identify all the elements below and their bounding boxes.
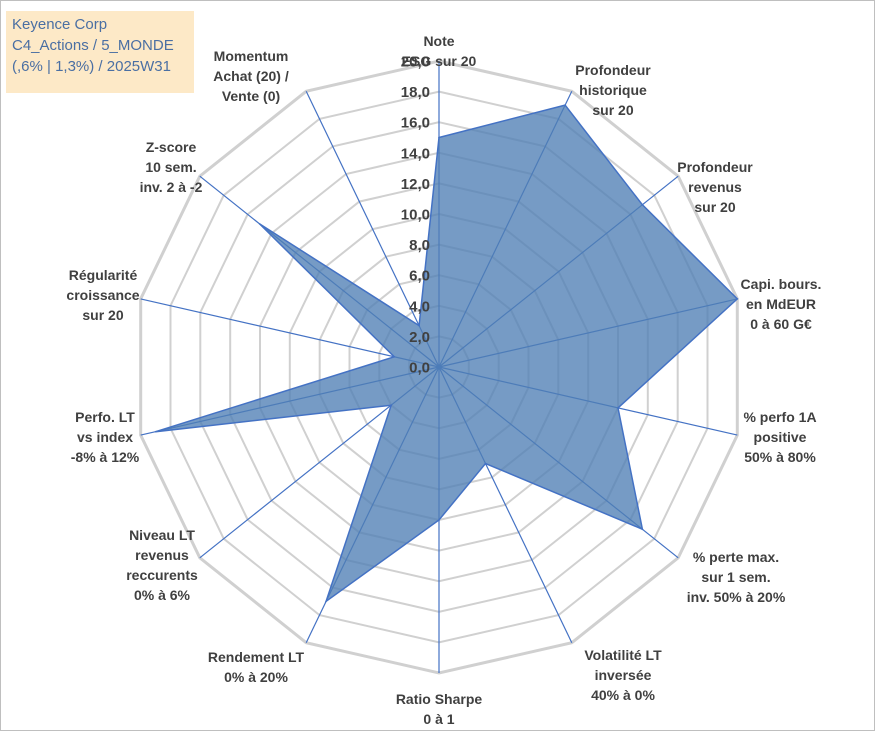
tick-label-4: 8,0 [409, 237, 430, 254]
data-point-6 [484, 462, 487, 465]
axis-label-line: % perte max. [693, 549, 779, 565]
data-point-11 [393, 356, 396, 358]
axis-label-line: Rendement LT [208, 649, 305, 665]
data-point-0 [438, 136, 440, 139]
axis-label-line: sur 1 sem. [701, 569, 770, 585]
axis-spoke-11 [140, 298, 440, 368]
axis-label-line: 0 à 60 G€ [750, 316, 812, 332]
axis-label-line: croissance [66, 287, 139, 303]
axis-label-line: sur 20 [82, 307, 123, 323]
axis-label-line: Profondeur [575, 62, 651, 78]
data-point-5 [641, 528, 644, 530]
tick-label-10: 20,0 [401, 54, 430, 71]
data-point-13 [418, 324, 420, 327]
axis-label-line: inv. 50% à 20% [687, 589, 786, 605]
axis-label-9: Niveau LT revenus reccurents 0% à 6% [126, 527, 198, 603]
axis-label-12: Z-score 10 sem. inv. 2 à -2 [140, 139, 203, 195]
axis-label-10: Perfo. LT vs index -8% à 12% [71, 409, 140, 465]
axis-label-line: 0 à 1 [423, 711, 454, 727]
axis-label-line: revenus [135, 547, 189, 563]
axis-label-0: Note ESG sur 20 [402, 33, 477, 69]
axis-label-line: vs index [77, 429, 133, 445]
axis-label-line: Achat (20) / [213, 68, 289, 84]
axis-label-4: % perfo 1A positive 50% à 80% [743, 409, 816, 465]
axis-label-line: en MdEUR [746, 296, 816, 312]
axis-label-line: Ratio Sharpe [396, 691, 483, 707]
axis-label-line: Z-score [146, 139, 197, 155]
axis-label-line: -8% à 12% [71, 449, 140, 465]
axis-label-line: sur 20 [694, 199, 735, 215]
data-point-3 [736, 298, 739, 300]
data-point-12 [258, 223, 261, 225]
axis-label-line: reccurents [126, 567, 198, 583]
tick-label-2: 4,0 [409, 298, 430, 315]
axis-label-line: % perfo 1A [743, 409, 816, 425]
axis-label-5: % perte max. sur 1 sem. inv. 50% à 20% [687, 549, 786, 605]
tick-label-0: 0,0 [409, 360, 430, 377]
tick-label-9: 18,0 [401, 84, 430, 101]
axis-label-line: 0% à 20% [224, 669, 288, 685]
period-info: (,6% | 1,3%) / 2025W31 [12, 58, 171, 75]
axis-label-line: Profondeur [677, 159, 753, 175]
tick-label-1: 2,0 [409, 329, 430, 346]
chart-header: Keyence Corp C4_Actions / 5_MONDE (,6% |… [6, 11, 194, 93]
company-name: Keyence Corp [12, 16, 108, 33]
axis-label-line: Niveau LT [129, 527, 195, 543]
radar-series [154, 104, 739, 604]
axis-label-6: Volatilité LT inversée 40% à 0% [584, 647, 662, 703]
axis-label-line: 0% à 6% [134, 587, 191, 603]
axis-label-line: Vente (0) [222, 88, 280, 104]
axis-label-line: Capi. bours. [741, 276, 822, 292]
axis-label-2: Profondeur revenus sur 20 [677, 159, 753, 215]
data-point-7 [438, 519, 440, 521]
axis-label-3: Capi. bours. en MdEUR 0 à 60 G€ [741, 276, 822, 332]
axis-label-1: Profondeur historique sur 20 [575, 62, 651, 118]
axis-label-line: 50% à 80% [744, 449, 816, 465]
axis-label-line: Régularité [69, 267, 138, 283]
data-point-8 [325, 600, 327, 603]
tick-label-5: 10,0 [401, 207, 430, 224]
axis-label-line: Momentum [214, 48, 289, 64]
axis-label-line: inv. 2 à -2 [140, 179, 203, 195]
axis-spoke-13 [305, 91, 440, 368]
tick-label-8: 16,0 [401, 115, 430, 132]
axis-label-line: 10 sem. [145, 159, 196, 175]
axis-label-line: Perfo. LT [75, 409, 135, 425]
radar-tick-labels: 0,0 2,0 4,0 6,0 8,0 10,0 12,0 14,0 16,0 18,0 20,0 [401, 54, 430, 377]
axis-label-13: Momentum Achat (20) / Vente (0) [213, 48, 289, 104]
tick-label-7: 14,0 [401, 145, 430, 162]
axis-label-line: revenus [688, 179, 742, 195]
data-point-10 [154, 430, 157, 433]
portfolio-name: C4_Actions / 5_MONDE [12, 37, 174, 54]
axis-label-7: Ratio Sharpe 0 à 1 [396, 691, 483, 727]
data-point-2 [641, 204, 644, 206]
axis-label-line: Note [423, 33, 454, 49]
axis-label-line: inversée [595, 667, 652, 683]
axis-label-line: sur 20 [592, 102, 633, 118]
axis-label-8: Rendement LT 0% à 20% [208, 649, 305, 685]
data-point-4 [617, 407, 619, 409]
tick-label-6: 12,0 [401, 176, 430, 193]
tick-label-3: 6,0 [409, 268, 430, 285]
axis-label-line: positive [754, 429, 807, 445]
axis-label-line: ESG sur 20 [402, 53, 477, 69]
radar-axis-labels: Note ESG sur 20 Profondeur historique sur 20… [66, 33, 821, 727]
data-point-1 [564, 104, 566, 106]
axis-label-line: historique [579, 82, 647, 98]
axis-label-line: 40% à 0% [591, 687, 655, 703]
data-point-9 [390, 404, 393, 407]
axis-label-11: Régularité croissance sur 20 [66, 267, 139, 323]
axis-label-line: Volatilité LT [584, 647, 662, 663]
